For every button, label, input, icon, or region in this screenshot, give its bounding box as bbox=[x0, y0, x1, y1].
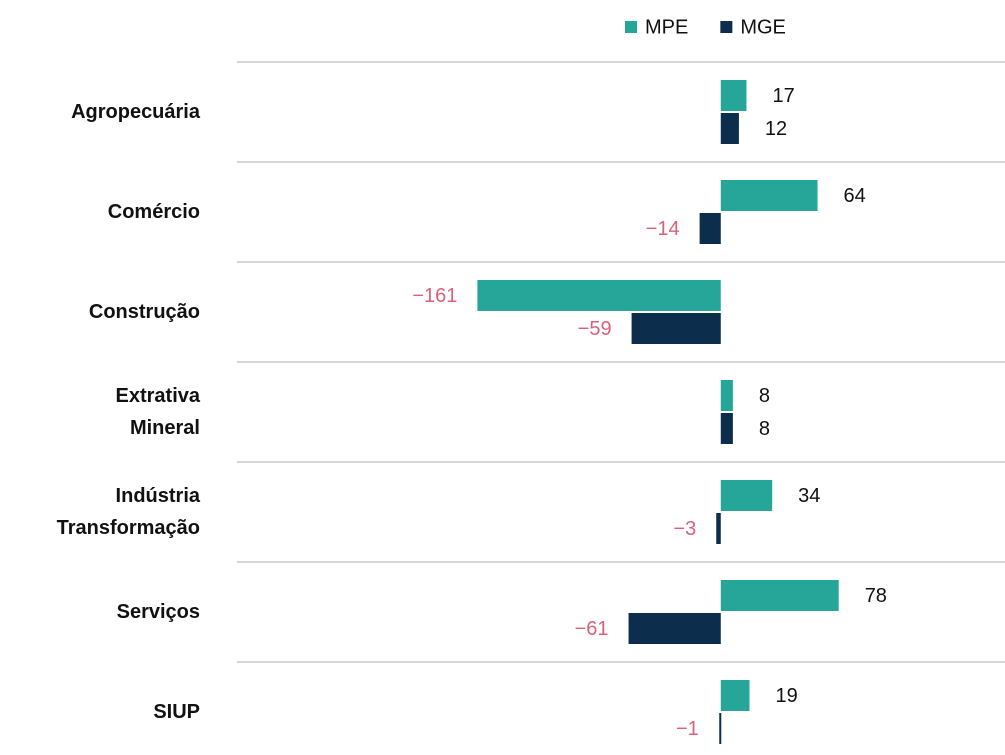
value-label: 12 bbox=[765, 118, 787, 140]
legend-label: MGE bbox=[740, 16, 786, 38]
value-label: 17 bbox=[772, 85, 794, 107]
legend-swatch bbox=[720, 21, 733, 33]
value-label: −61 bbox=[575, 618, 609, 640]
bar bbox=[719, 713, 722, 744]
category-label: Indústria Transformação bbox=[56, 485, 200, 539]
category-label: Agropecuária bbox=[71, 101, 200, 123]
bar bbox=[628, 613, 721, 644]
bar bbox=[720, 113, 739, 144]
bar bbox=[720, 680, 750, 711]
value-label: 34 bbox=[798, 485, 820, 507]
bar bbox=[720, 480, 773, 511]
category-label: SIUP bbox=[153, 701, 200, 723]
category-label: Serviços bbox=[116, 601, 200, 623]
category-label: Comércio bbox=[107, 201, 200, 223]
value-label: −59 bbox=[578, 318, 612, 340]
value-label: 78 bbox=[865, 585, 887, 607]
bar bbox=[720, 80, 747, 111]
value-label: −1 bbox=[676, 718, 699, 740]
legend-swatch bbox=[625, 21, 637, 33]
bar bbox=[716, 513, 721, 544]
value-label: −3 bbox=[673, 518, 696, 540]
bar bbox=[720, 380, 733, 411]
value-label: −161 bbox=[412, 285, 457, 307]
bar bbox=[720, 580, 839, 611]
legend-label: MPE bbox=[645, 16, 688, 38]
bar bbox=[720, 180, 818, 211]
value-label: 8 bbox=[759, 418, 770, 440]
value-label: −14 bbox=[646, 218, 680, 240]
bar bbox=[631, 313, 721, 344]
value-label: 8 bbox=[759, 385, 770, 407]
category-label: Construção bbox=[88, 301, 200, 323]
value-label: 19 bbox=[776, 685, 798, 707]
bar bbox=[477, 280, 721, 311]
bar bbox=[720, 413, 733, 444]
category-label: Extrativa Mineral bbox=[115, 385, 201, 439]
value-label: 64 bbox=[844, 185, 866, 207]
bar bbox=[699, 213, 721, 244]
